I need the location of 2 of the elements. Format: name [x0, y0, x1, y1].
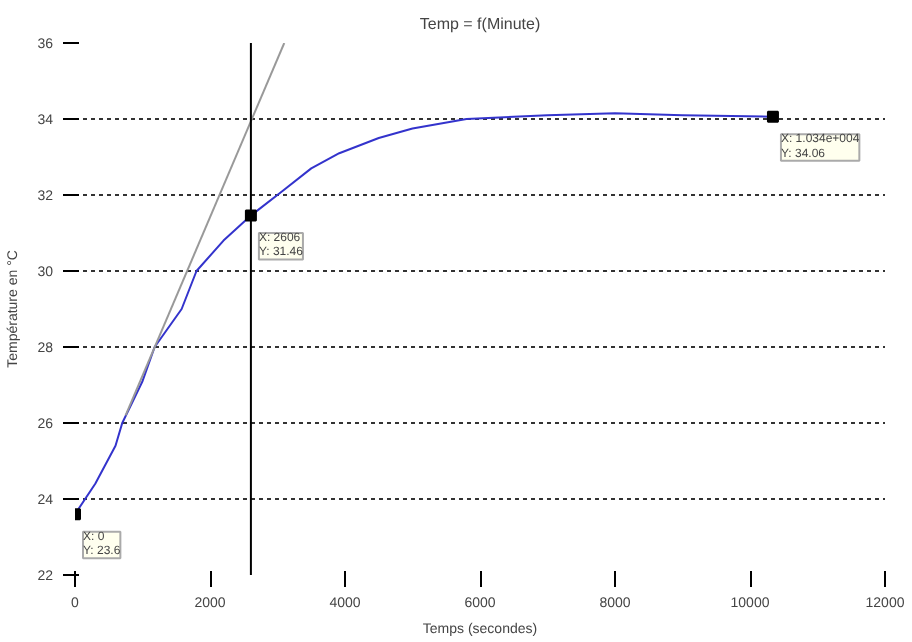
point [766, 110, 779, 123]
chart-title: Temp = f(Minute) [419, 15, 541, 33]
